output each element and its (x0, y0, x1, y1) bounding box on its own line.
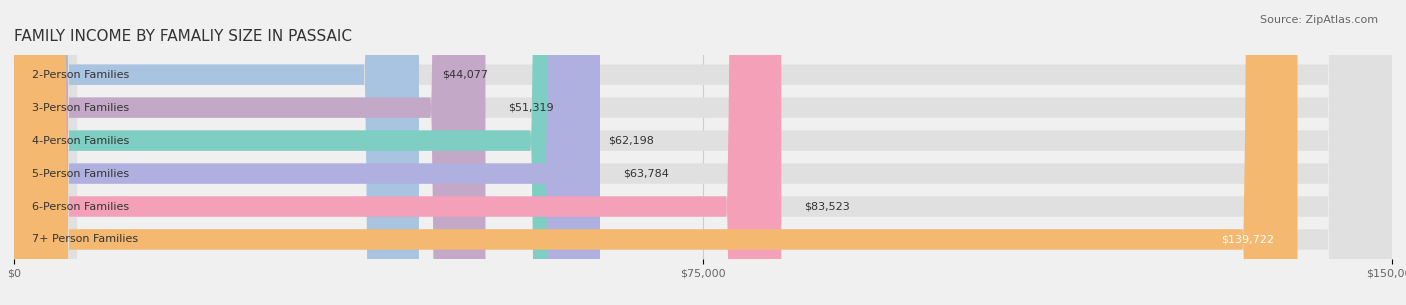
FancyBboxPatch shape (14, 0, 1392, 305)
Text: $51,319: $51,319 (509, 103, 554, 113)
Text: 3-Person Families: 3-Person Families (32, 103, 129, 113)
Text: 7+ Person Families: 7+ Person Families (32, 235, 139, 245)
Text: 5-Person Families: 5-Person Families (32, 169, 129, 178)
Text: Source: ZipAtlas.com: Source: ZipAtlas.com (1260, 15, 1378, 25)
FancyBboxPatch shape (14, 0, 1392, 305)
FancyBboxPatch shape (14, 0, 485, 305)
FancyBboxPatch shape (14, 0, 1392, 305)
Text: FAMILY INCOME BY FAMALIY SIZE IN PASSAIC: FAMILY INCOME BY FAMALIY SIZE IN PASSAIC (14, 29, 352, 44)
FancyBboxPatch shape (14, 0, 1392, 305)
Text: 2-Person Families: 2-Person Families (32, 70, 129, 80)
FancyBboxPatch shape (14, 0, 782, 305)
FancyBboxPatch shape (14, 0, 419, 305)
FancyBboxPatch shape (14, 0, 585, 305)
FancyBboxPatch shape (14, 0, 600, 305)
Text: $44,077: $44,077 (441, 70, 488, 80)
Text: 6-Person Families: 6-Person Families (32, 202, 129, 211)
Text: $62,198: $62,198 (609, 136, 654, 145)
Text: $83,523: $83,523 (804, 202, 851, 211)
FancyBboxPatch shape (14, 0, 1392, 305)
Text: $63,784: $63,784 (623, 169, 669, 178)
FancyBboxPatch shape (14, 0, 1298, 305)
Text: 4-Person Families: 4-Person Families (32, 136, 129, 145)
Text: $139,722: $139,722 (1222, 235, 1275, 245)
FancyBboxPatch shape (14, 0, 1392, 305)
